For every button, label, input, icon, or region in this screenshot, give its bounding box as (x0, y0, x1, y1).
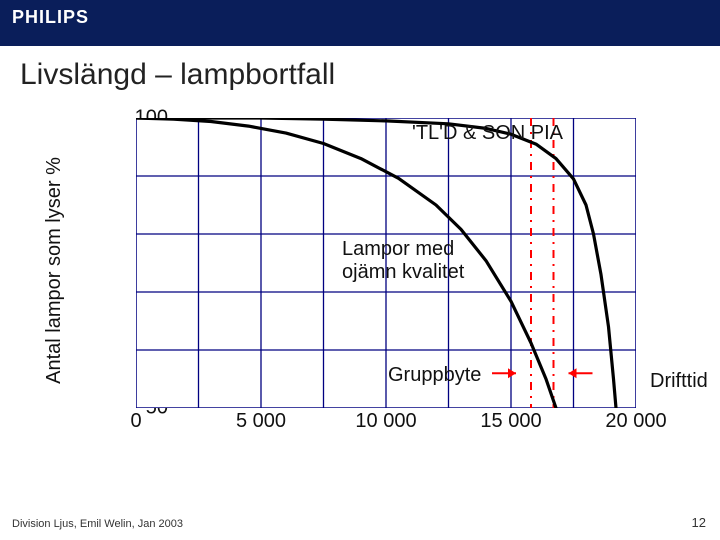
y-axis-label: Antal lampor som lyser % (43, 157, 66, 384)
x-tick-20000: 20 000 (605, 410, 666, 433)
annotation-bad-lamp: Lampor med ojämn kvalitet (342, 238, 464, 284)
slide: PHILIPS Livslängd – lampbortfall Antal l… (0, 0, 720, 540)
chart-area: Antal lampor som lyser % 100 90 80 70 60… (40, 110, 680, 460)
annotation-bad-lamp-line1: Lampor med (342, 238, 454, 260)
page-number: 12 (692, 515, 706, 530)
footer-text: Division Ljus, Emil Welin, Jan 2003 (12, 518, 183, 530)
x-tick-15000: 15 000 (480, 410, 541, 433)
svg-text:PHILIPS: PHILIPS (12, 7, 89, 27)
x-axis-label: Drifttid (650, 370, 708, 393)
brand-bar: PHILIPS (0, 0, 720, 46)
annotation-groupchange: Gruppbyte (388, 364, 481, 387)
x-tick-5000: 5 000 (236, 410, 286, 433)
annotation-bad-lamp-line2: ojämn kvalitet (342, 261, 464, 283)
x-tick-10000: 10 000 (355, 410, 416, 433)
y-axis-label-wrap: Antal lampor som lyser % (40, 110, 68, 430)
slide-title: Livslängd – lampbortfall (20, 58, 335, 92)
philips-logo: PHILIPS (12, 6, 122, 28)
annotation-good-lamp: 'TL'D & SON PIA (412, 122, 563, 145)
x-tick-0: 0 (130, 410, 141, 433)
